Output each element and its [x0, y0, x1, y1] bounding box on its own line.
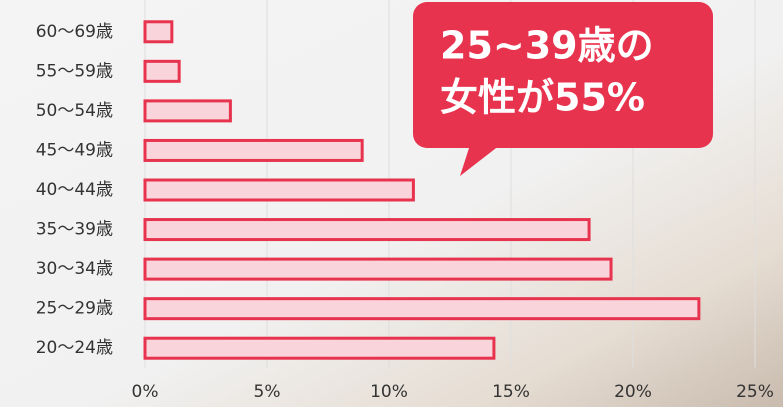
x-tick-label: 5% — [254, 382, 281, 402]
y-tick-label: 40〜44歳 — [36, 180, 113, 200]
bar — [145, 338, 494, 358]
bar — [145, 259, 611, 279]
bar — [145, 22, 172, 42]
bar — [145, 101, 230, 121]
y-tick-label: 55〜59歳 — [36, 61, 113, 81]
y-tick-label: 60〜69歳 — [36, 22, 113, 42]
y-tick-label: 45〜49歳 — [36, 140, 113, 160]
bar — [145, 61, 179, 81]
annotation: 25~39歳の — [440, 24, 654, 68]
bar — [145, 180, 413, 200]
y-tick-label: 25〜29歳 — [36, 299, 113, 319]
bar — [145, 220, 589, 240]
x-tick-label: 10% — [370, 382, 408, 402]
x-tick-label: 0% — [132, 382, 159, 402]
x-tick-label: 20% — [614, 382, 652, 402]
y-tick-label: 30〜34歳 — [36, 259, 113, 279]
y-tick-label: 50〜54歳 — [36, 101, 113, 121]
x-tick-label: 25% — [736, 382, 774, 402]
y-tick-label: 35〜39歳 — [36, 220, 113, 240]
x-tick-label: 15% — [492, 382, 530, 402]
y-tick-label: 20〜24歳 — [36, 338, 113, 358]
bar — [145, 299, 699, 319]
bar — [145, 140, 362, 160]
chart: 0% 5% 10% 15% 20% 25% 60〜69歳 55〜59歳 50〜54歳 45〜49歳… — [0, 0, 783, 407]
annotation: 女性が55% — [440, 76, 645, 120]
